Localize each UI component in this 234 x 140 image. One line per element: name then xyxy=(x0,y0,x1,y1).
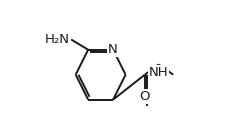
Text: O: O xyxy=(140,90,150,103)
Text: H₂N: H₂N xyxy=(45,33,70,46)
Text: N: N xyxy=(108,43,118,56)
Text: NH: NH xyxy=(149,66,168,79)
